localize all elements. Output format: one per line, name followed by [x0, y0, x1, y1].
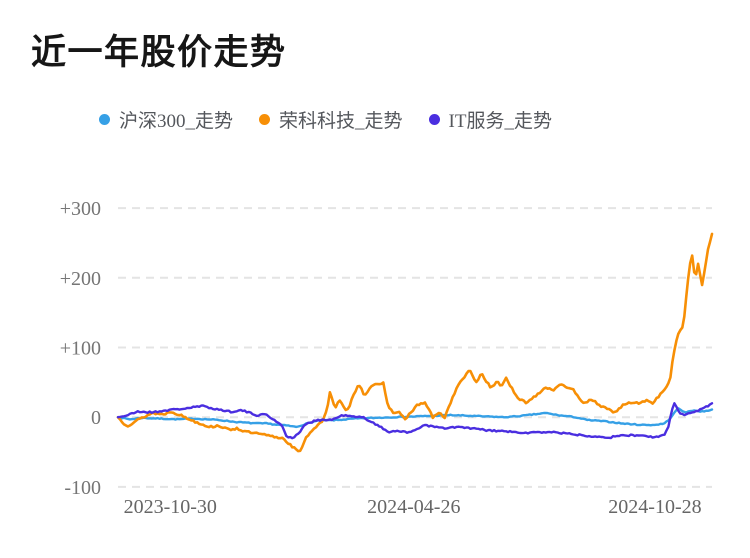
- series-line-0: [116, 407, 714, 429]
- y-tick-label: 0: [91, 407, 101, 429]
- x-tick-label: 2024-04-26: [367, 496, 460, 518]
- legend-label: IT服务_走势: [448, 111, 552, 132]
- y-tick-label: +200: [60, 268, 101, 290]
- series-line-1: [116, 232, 714, 453]
- legend-label: 沪深300_走势: [119, 111, 234, 132]
- legend-dot-icon: [99, 114, 110, 125]
- y-axis-labels: +300 +200 +100 0 -100: [60, 198, 101, 499]
- legend-item-1[interactable]: 荣科科技_走势: [259, 106, 403, 133]
- gridlines: [118, 207, 712, 488]
- x-tick-label: 2023-10-30: [124, 496, 217, 518]
- legend-label: 荣科科技_走势: [279, 111, 403, 132]
- page-title: 近一年股价走势: [31, 33, 287, 72]
- x-tick-label: 2024-10-28: [608, 496, 701, 518]
- legend-dot-icon: [259, 114, 271, 125]
- y-tick-label: -100: [64, 477, 101, 499]
- y-tick-label: +100: [60, 338, 101, 360]
- x-axis-labels: 2023-10-30 2024-04-26 2024-10-28: [124, 496, 702, 518]
- legend-item-2[interactable]: IT服务_走势: [428, 106, 552, 133]
- legend-item-0[interactable]: 沪深300_走势: [99, 106, 233, 133]
- legend-dot-icon: [428, 114, 440, 125]
- chart-legend: 沪深300_走势 荣科科技_走势 IT服务_走势: [99, 106, 552, 133]
- series-line-2: [116, 402, 714, 440]
- y-tick-label: +300: [60, 198, 101, 220]
